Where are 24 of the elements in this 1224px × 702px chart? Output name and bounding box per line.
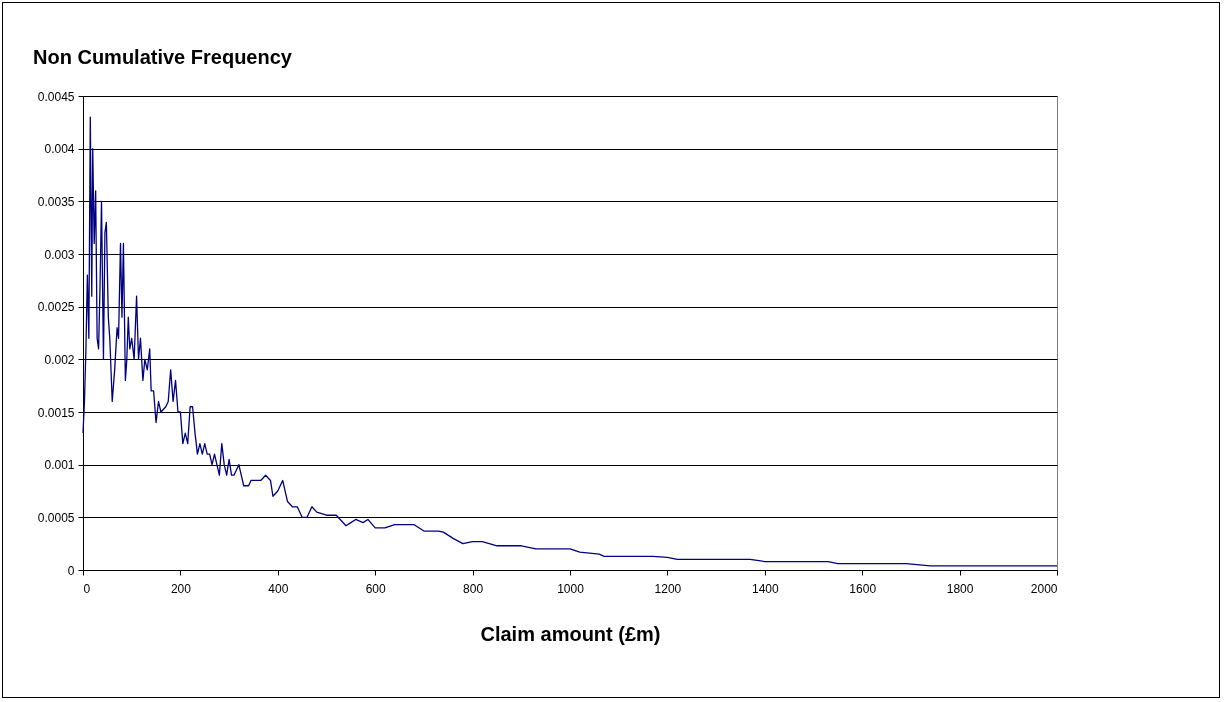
line-series xyxy=(82,116,1058,567)
y-tick-label: 0.0035 xyxy=(37,194,75,209)
y-tick-label: 0 xyxy=(67,563,75,578)
y-tick-label: 0.004 xyxy=(44,142,75,157)
x-tick-label: 2000 xyxy=(1030,581,1058,596)
chart-title: Non Cumulative Frequency xyxy=(33,46,293,68)
x-axis-title: Claim amount (£m) xyxy=(480,622,661,645)
x-tick-label: 800 xyxy=(463,581,484,596)
x-tick-label: 200 xyxy=(170,581,192,596)
x-tick-label: 1800 xyxy=(946,581,974,596)
y-tick-label: 0.001 xyxy=(44,458,75,473)
y-tick-label: 0.0025 xyxy=(37,300,75,315)
y-tick-label: 0.0045 xyxy=(37,89,75,104)
x-tick-label: 1600 xyxy=(849,581,877,596)
x-tick-label: 1400 xyxy=(751,581,779,596)
y-tick-label: 0.0015 xyxy=(37,405,75,420)
x-tick-label: 1000 xyxy=(557,581,585,596)
x-tick-label: 0 xyxy=(83,581,91,596)
y-tick-label: 0.002 xyxy=(44,352,75,367)
x-tick-label: 400 xyxy=(268,581,289,596)
y-tick-label: 0.0005 xyxy=(37,510,75,525)
y-tick-label: 0.003 xyxy=(44,247,75,262)
x-tick-label: 600 xyxy=(365,581,387,596)
x-tick-label: 1200 xyxy=(654,581,682,596)
